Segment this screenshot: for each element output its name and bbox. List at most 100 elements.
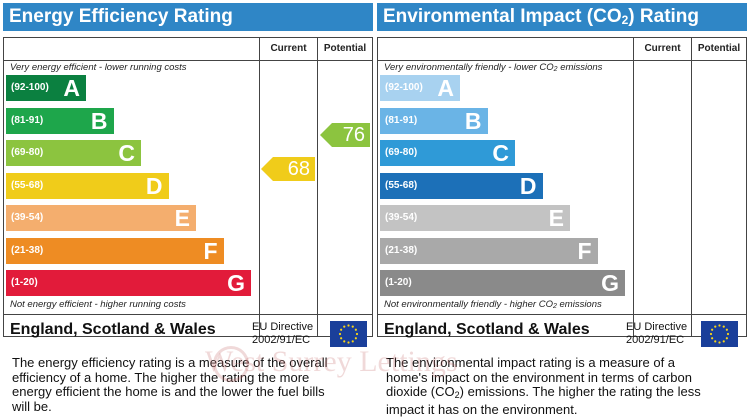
watermark: West Surrey Lettings: [205, 345, 458, 378]
band-letter: B: [90, 107, 108, 134]
band-range-label: (81-91): [11, 114, 44, 126]
band-range-label: (55-68): [385, 179, 418, 191]
band-d: (55-68) D: [6, 172, 169, 199]
band-letter: G: [601, 270, 619, 296]
band-letter: G: [227, 270, 245, 296]
flag-star: [711, 337, 714, 340]
region-label: England, Scotland & Wales: [384, 321, 590, 338]
bottom-note: Not environmentally friendly - higher CO…: [384, 299, 602, 310]
band-b: (81-91) B: [6, 107, 114, 134]
flag-star: [711, 328, 714, 331]
band-range-label: (92-100): [385, 82, 423, 93]
band-a: (92-100) A: [6, 75, 86, 101]
band-letter: B: [464, 107, 482, 134]
band-letter: C: [492, 140, 509, 166]
band-letter: F: [203, 237, 218, 264]
bottom-note: Not energy efficient - higher running co…: [10, 299, 186, 310]
flag-star: [351, 325, 354, 328]
environmental-description: The environmental impact rating is a mea…: [386, 355, 701, 417]
arrow-shape: [320, 123, 370, 147]
band-range-label: (69-80): [11, 147, 44, 158]
band-letter: C: [118, 140, 135, 166]
header-divider: [378, 60, 746, 61]
current-rating-value: 68: [287, 157, 310, 180]
environmental-impact-panel: Environmental Impact (CO2) Rating Curren…: [377, 3, 747, 347]
environmental-impact-chart: Current Potential Very environmentally f…: [377, 37, 747, 338]
flag-star: [343, 325, 346, 328]
flag-star: [722, 340, 725, 343]
column-divider: [691, 38, 692, 336]
band-f: (21-38) F: [6, 237, 224, 264]
band-g: (1-20) G: [6, 270, 251, 296]
band-range-label: (81-91): [385, 114, 418, 126]
band-d: (55-68) D: [380, 172, 543, 199]
column-divider: [317, 38, 318, 336]
eu-directive: EU Directive 2002/91/EC: [626, 321, 687, 347]
band-b: (81-91) B: [380, 107, 488, 134]
band-range-label: (39-54): [11, 212, 44, 223]
environmental-impact-title: Environmental Impact (CO2) Rating: [377, 3, 747, 31]
band-range-label: (21-38): [385, 244, 418, 256]
flag-star: [354, 328, 357, 331]
band-g: (1-20) G: [380, 270, 625, 296]
band-range-label: (21-38): [11, 244, 44, 256]
potential-rating-value: 76: [342, 124, 365, 146]
arrow-shape: [261, 156, 315, 181]
flag-star: [718, 341, 721, 344]
column-divider: [633, 38, 634, 336]
eu-directive-line1: EU Directive: [252, 321, 314, 333]
band-range-label: (69-80): [385, 147, 418, 158]
flag-star: [709, 332, 713, 336]
band-range-label: (1-20): [11, 277, 38, 288]
eu-directive-line1: EU Directive: [626, 321, 688, 333]
potential-column-header: Potential: [697, 43, 741, 54]
band-c: (69-80) C: [6, 140, 141, 166]
band-e: (39-54) E: [380, 205, 570, 231]
eu-directive: EU Directive 2002/91/EC: [252, 321, 313, 347]
band-letter: A: [437, 75, 454, 101]
energy-efficiency-chart: Current Potential Very energy efficient …: [3, 37, 373, 338]
top-note: Very environmentally friendly - lower CO…: [384, 62, 603, 73]
potential-column-header: Potential: [323, 43, 367, 54]
band-e: (39-54) E: [6, 205, 196, 231]
flag-star: [725, 328, 728, 331]
flag-star: [340, 328, 343, 331]
flag-star: [718, 324, 721, 327]
band-range-label: (55-68): [11, 179, 44, 191]
flag-star: [725, 337, 728, 340]
energy-efficiency-title: Energy Efficiency Rating: [3, 3, 373, 31]
flag-star: [338, 332, 342, 336]
flag-star: [714, 340, 717, 343]
flag-star: [714, 325, 717, 328]
flag-star: [343, 340, 346, 343]
footer-divider: [378, 314, 746, 315]
flag-star: [340, 337, 343, 340]
band-a: (92-100) A: [380, 75, 460, 101]
flag-star: [347, 341, 350, 344]
flag-star: [726, 332, 730, 336]
region-label: England, Scotland & Wales: [10, 321, 216, 338]
eu-directive-line2: 2002/91/EC: [252, 334, 311, 346]
current-column-header: Current: [270, 43, 307, 54]
band-c: (69-80) C: [380, 140, 515, 166]
band-letter: E: [174, 205, 190, 231]
band-range-label: (39-54): [385, 212, 418, 223]
top-note: Very energy efficient - lower running co…: [10, 62, 187, 73]
current-column-header: Current: [644, 43, 681, 54]
flag-star: [355, 332, 359, 336]
ws-logo-icon: [213, 346, 249, 382]
band-range-label: (92-100): [11, 82, 49, 93]
flag-star: [354, 337, 357, 340]
band-letter: F: [577, 237, 592, 264]
eu-flag-icon: [701, 321, 738, 347]
band-letter: D: [145, 172, 163, 199]
energy-efficiency-panel: Energy Efficiency Rating Current Potenti…: [3, 3, 373, 347]
band-range-label: (1-20): [385, 277, 412, 288]
eu-directive-line2: 2002/91/EC: [626, 334, 685, 346]
header-divider: [4, 60, 372, 61]
eu-flag-icon: [330, 321, 367, 347]
potential-rating-arrow: 76: [320, 123, 370, 147]
flag-star: [351, 340, 354, 343]
current-rating-arrow: 68: [261, 156, 315, 181]
flag-star: [722, 325, 725, 328]
